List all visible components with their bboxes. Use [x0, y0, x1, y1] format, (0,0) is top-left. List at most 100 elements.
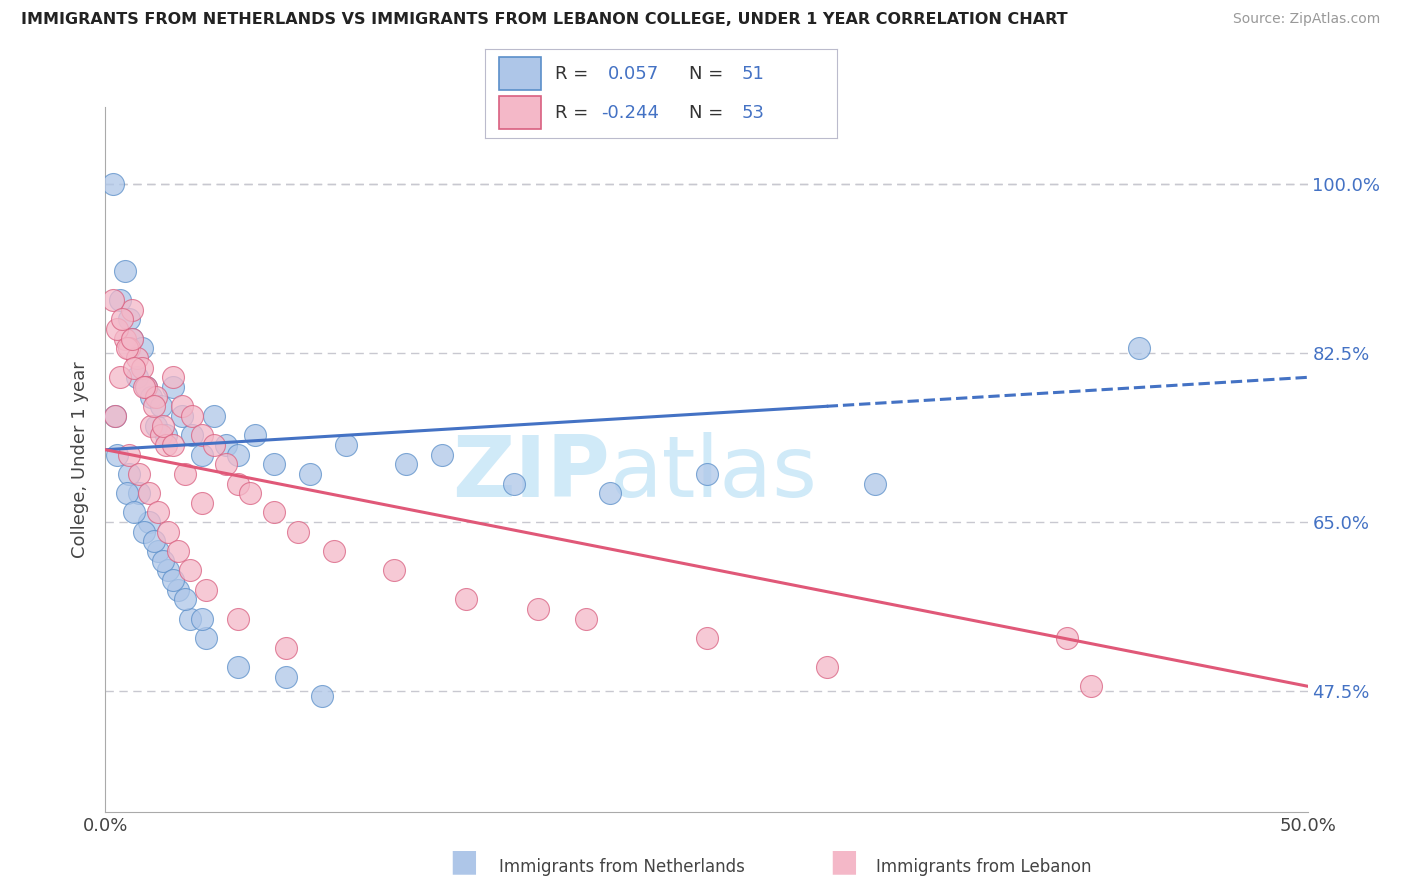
Point	[111, 312, 134, 326]
Point	[226, 448, 249, 462]
Text: -0.244: -0.244	[602, 103, 659, 122]
Point	[131, 360, 153, 375]
Point	[527, 602, 550, 616]
Point	[162, 438, 184, 452]
Point	[114, 264, 136, 278]
Point	[121, 332, 143, 346]
Point	[104, 409, 127, 423]
Point	[107, 322, 129, 336]
Point	[382, 563, 405, 577]
Text: Source: ZipAtlas.com: Source: ZipAtlas.com	[1233, 12, 1381, 26]
Point	[125, 351, 148, 365]
Text: N =: N =	[689, 64, 728, 83]
Text: N =: N =	[689, 103, 728, 122]
Text: R =: R =	[555, 103, 595, 122]
Point	[118, 467, 141, 481]
Point	[155, 428, 177, 442]
Point	[226, 660, 249, 674]
Text: ZIP: ZIP	[453, 432, 610, 515]
Point	[190, 612, 212, 626]
Point	[1128, 342, 1150, 356]
Point	[173, 592, 195, 607]
Point	[128, 467, 150, 481]
Point	[162, 573, 184, 587]
Point	[121, 332, 143, 346]
Point	[181, 409, 204, 423]
Point	[145, 390, 167, 404]
Point	[202, 438, 225, 452]
Point	[696, 467, 718, 481]
Point	[599, 486, 621, 500]
Point	[149, 399, 172, 413]
Text: 53: 53	[742, 103, 765, 122]
Text: Immigrants from Lebanon: Immigrants from Lebanon	[876, 858, 1091, 876]
Point	[263, 457, 285, 471]
Point	[190, 448, 212, 462]
Point	[135, 380, 157, 394]
Point	[114, 332, 136, 346]
Point	[575, 612, 598, 626]
Point	[195, 582, 218, 597]
Point	[156, 563, 179, 577]
Point	[179, 612, 201, 626]
Point	[1080, 679, 1102, 693]
Point	[124, 360, 146, 375]
Point	[148, 544, 170, 558]
Point	[121, 302, 143, 317]
Point	[152, 418, 174, 433]
Point	[107, 448, 129, 462]
Point	[125, 370, 148, 384]
Point	[152, 554, 174, 568]
Point	[166, 544, 188, 558]
Point	[139, 390, 162, 404]
Point	[108, 370, 131, 384]
Point	[454, 592, 477, 607]
FancyBboxPatch shape	[499, 96, 541, 129]
Text: atlas: atlas	[610, 432, 818, 515]
Text: 51: 51	[742, 64, 765, 83]
Point	[139, 418, 162, 433]
Y-axis label: College, Under 1 year: College, Under 1 year	[70, 361, 89, 558]
Point	[101, 178, 124, 192]
Point	[145, 418, 167, 433]
Point	[172, 409, 194, 423]
Point	[226, 612, 249, 626]
Text: ■: ■	[830, 847, 858, 876]
Text: 0.057: 0.057	[607, 64, 659, 83]
Point	[138, 486, 160, 500]
Point	[166, 582, 188, 597]
Point	[101, 293, 124, 307]
Point	[243, 428, 266, 442]
Point	[115, 486, 138, 500]
Point	[162, 370, 184, 384]
Point	[162, 380, 184, 394]
Point	[190, 428, 212, 442]
Point	[179, 563, 201, 577]
Point	[124, 506, 146, 520]
Point	[190, 496, 212, 510]
Point	[696, 631, 718, 645]
Point	[148, 506, 170, 520]
Point	[274, 669, 297, 683]
Point	[108, 293, 131, 307]
Text: IMMIGRANTS FROM NETHERLANDS VS IMMIGRANTS FROM LEBANON COLLEGE, UNDER 1 YEAR COR: IMMIGRANTS FROM NETHERLANDS VS IMMIGRANT…	[21, 12, 1067, 27]
Point	[214, 438, 236, 452]
Point	[287, 524, 309, 539]
FancyBboxPatch shape	[499, 57, 541, 90]
Point	[142, 399, 165, 413]
Point	[430, 448, 453, 462]
Point	[115, 342, 138, 356]
Point	[118, 448, 141, 462]
Point	[311, 689, 333, 703]
Point	[214, 457, 236, 471]
Point	[131, 342, 153, 356]
Point	[322, 544, 344, 558]
Text: R =: R =	[555, 64, 600, 83]
Point	[226, 476, 249, 491]
Point	[335, 438, 357, 452]
Point	[156, 524, 179, 539]
Point	[181, 428, 204, 442]
Point	[202, 409, 225, 423]
Point	[142, 534, 165, 549]
Point	[104, 409, 127, 423]
